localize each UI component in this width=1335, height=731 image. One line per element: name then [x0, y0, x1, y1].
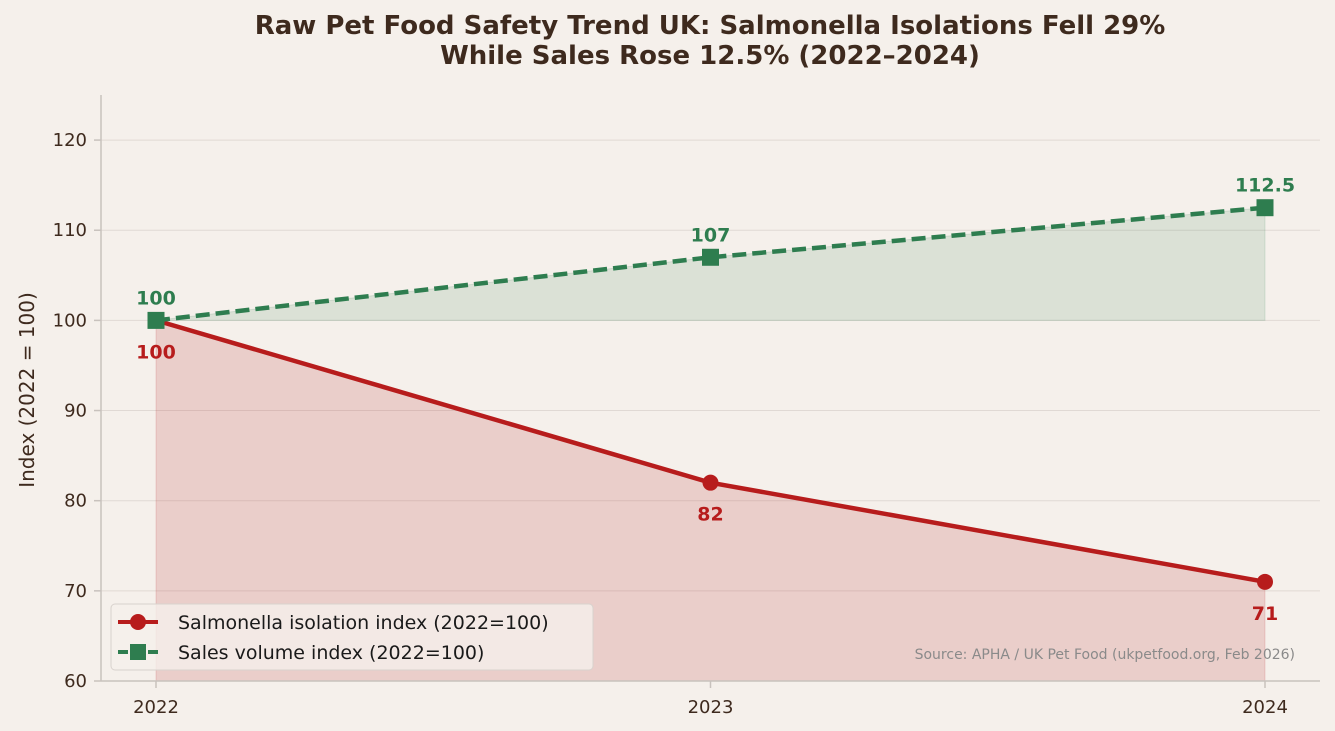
marker-sales-2023 — [702, 248, 719, 266]
legend-label-salmonella: Salmonella isolation index (2022=100) — [178, 612, 549, 634]
x-tick-label-2022: 2022 — [133, 697, 179, 718]
chart-title-line2: While Sales Rose 12.5% (2022–2024) — [440, 41, 980, 71]
data-labels: 100 82 71 100 107 112.5 — [136, 175, 1295, 625]
y-tick-label-60: 60 — [64, 671, 87, 692]
source-note: Source: APHA / UK Pet Food (ukpetfood.or… — [915, 647, 1295, 663]
marker-salmonella-2024 — [1257, 573, 1273, 590]
chart-title-line1: Raw Pet Food Safety Trend UK: Salmonella… — [255, 11, 1166, 41]
legend-marker-salmonella — [130, 614, 146, 630]
axes: 60 70 80 90 100 110 120 2022 2023 2024 — [53, 95, 1320, 718]
data-label-salmonella-2022: 100 — [136, 341, 176, 363]
x-tick-label-2023: 2023 — [688, 697, 734, 718]
data-label-sales-2022: 100 — [136, 287, 176, 309]
data-label-salmonella-2023: 82 — [697, 504, 723, 526]
data-label-sales-2024: 112.5 — [1235, 175, 1295, 197]
legend-box — [110, 603, 594, 671]
legend: Salmonella isolation index (2022=100) Sa… — [110, 603, 594, 671]
y-tick-label-110: 110 — [53, 220, 87, 241]
data-label-salmonella-2024: 71 — [1252, 603, 1278, 625]
y-tick-label-70: 70 — [64, 581, 87, 602]
marker-sales-2022 — [147, 311, 165, 329]
series-line-sales — [155, 205, 1266, 323]
legend-label-sales: Sales volume index (2022=100) — [178, 642, 484, 664]
y-tick-label-100: 100 — [53, 310, 87, 331]
y-axis-label: Index (2022 = 100) — [15, 292, 39, 488]
x-tick-label-2024: 2024 — [1242, 697, 1288, 718]
y-tick-label-80: 80 — [64, 491, 87, 512]
marker-salmonella-2023 — [702, 474, 719, 491]
marker-sales-2024 — [1256, 199, 1274, 217]
y-tick-label-90: 90 — [64, 401, 87, 422]
legend-marker-sales — [130, 644, 146, 660]
data-label-sales-2023: 107 — [691, 224, 731, 246]
series-markers — [147, 199, 1274, 590]
y-tick-label-120: 120 — [53, 130, 87, 151]
